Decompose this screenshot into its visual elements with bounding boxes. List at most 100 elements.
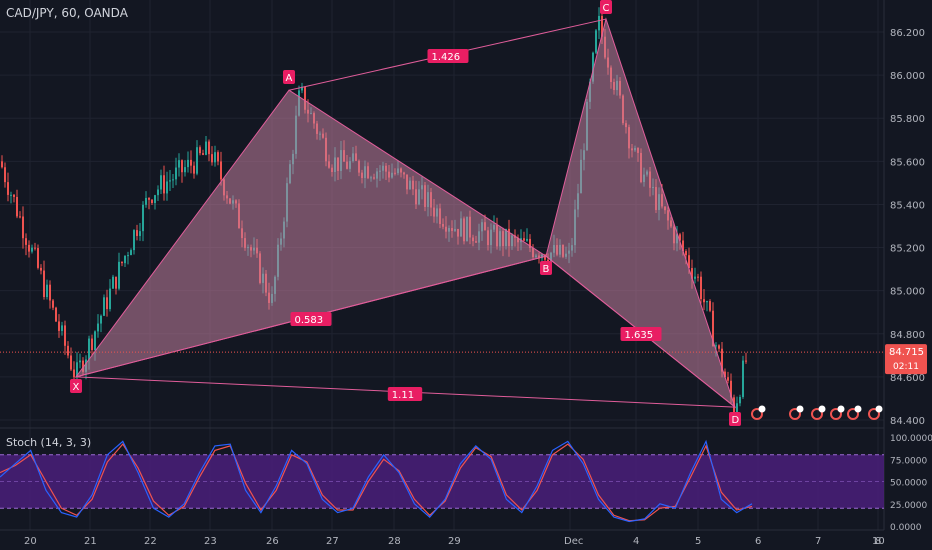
x-tick-label: 7 xyxy=(815,536,821,547)
candle-body xyxy=(64,325,66,346)
x-tick-label: 27 xyxy=(326,536,339,547)
candle-body xyxy=(142,204,144,232)
point-label: D xyxy=(732,415,740,426)
candle-body xyxy=(16,196,18,217)
candle-body xyxy=(706,301,708,303)
candle-body xyxy=(544,254,546,260)
candle-body xyxy=(715,345,717,347)
ratio-label-bg xyxy=(427,49,469,63)
indicator-title: Stoch (14, 3, 3) xyxy=(6,436,92,449)
candle-body xyxy=(61,325,63,331)
price-tag-countdown: 02:11 xyxy=(893,362,919,372)
y-tick-label: 85.000 xyxy=(890,287,925,298)
candle-body xyxy=(208,141,210,155)
ratio-label-bg xyxy=(290,312,332,326)
candle-body xyxy=(526,238,528,241)
ratio-label: 1.635 xyxy=(625,330,654,341)
ratio-label-bg xyxy=(387,387,423,401)
x-tick-label: 26 xyxy=(266,536,279,547)
candle-body xyxy=(91,338,93,351)
x-tick-label: 21 xyxy=(84,536,97,547)
candle-body xyxy=(745,360,747,362)
candle-body xyxy=(25,238,27,245)
x-tick-label: 4 xyxy=(633,536,639,547)
candle-body xyxy=(46,284,48,298)
y-tick-label: 86.200 xyxy=(890,28,925,39)
candle-body xyxy=(175,167,177,180)
event-badge-icon xyxy=(818,405,826,413)
candle-body xyxy=(148,197,150,200)
candle-body xyxy=(211,154,213,163)
candle-body xyxy=(217,152,219,162)
x-tick-label: 28 xyxy=(388,536,401,547)
point-label: A xyxy=(286,73,293,84)
candle-body xyxy=(115,276,117,289)
candle-body xyxy=(739,396,741,404)
y-tick-label: 84.600 xyxy=(890,373,925,384)
candle-body xyxy=(94,331,96,351)
y-tick-label: 84.400 xyxy=(890,416,925,427)
candle-body xyxy=(523,238,525,241)
candle-body xyxy=(136,230,138,236)
y-tick-label: 85.400 xyxy=(890,200,925,211)
x-tick-label: 10 xyxy=(872,536,885,547)
x-tick-label: 8 xyxy=(875,536,881,547)
candle-body xyxy=(703,299,705,303)
candle-body xyxy=(22,216,24,239)
stoch-d-line xyxy=(0,443,753,522)
candle-body xyxy=(730,380,732,398)
event-marker-icon xyxy=(868,408,880,420)
candle-body xyxy=(181,160,183,173)
candle-body xyxy=(34,247,36,249)
candle-body xyxy=(163,175,165,194)
candle-body xyxy=(130,250,132,256)
candle-body xyxy=(145,197,147,205)
stoch-y-tick-label: 75.0000 xyxy=(890,456,927,466)
y-tick-label: 84.800 xyxy=(890,330,925,341)
candle-body xyxy=(304,86,306,110)
candle-body xyxy=(154,195,156,204)
event-marker-icon xyxy=(847,408,859,420)
candle-body xyxy=(214,152,216,163)
candle-body xyxy=(685,251,687,256)
candle-body xyxy=(52,300,54,308)
candle-body xyxy=(184,167,186,173)
ratio-label: 1.426 xyxy=(432,52,461,63)
candle-body xyxy=(709,301,711,311)
candle-body xyxy=(73,369,75,378)
candle-body xyxy=(178,160,180,168)
candle-body xyxy=(691,268,693,279)
candle-body xyxy=(595,30,597,53)
candle-body xyxy=(58,321,60,331)
price-tag-bg xyxy=(885,344,927,375)
candle-body xyxy=(529,238,531,248)
candle-body xyxy=(712,310,714,347)
candle-body xyxy=(133,230,135,251)
point-label-bg xyxy=(729,412,741,426)
candle-body xyxy=(55,307,57,322)
event-marker-icon xyxy=(830,408,842,420)
ratio-label: 1.11 xyxy=(392,390,414,401)
candle-body xyxy=(1,161,3,168)
x-tick-label: Dec xyxy=(564,536,583,547)
candle-body xyxy=(31,247,33,252)
candle-body xyxy=(49,284,51,301)
candle-body xyxy=(700,276,702,300)
candle-body xyxy=(694,276,696,279)
candle-body xyxy=(97,323,99,332)
candle-body xyxy=(7,182,9,195)
price-tag-value: 84.715 xyxy=(889,347,924,358)
x-tick-label: 5 xyxy=(695,536,701,547)
candle-body xyxy=(697,276,699,278)
candle-body xyxy=(4,167,6,183)
event-marker-icon xyxy=(811,408,823,420)
candle-body xyxy=(19,216,21,218)
event-marker-icon xyxy=(789,408,801,420)
candle-body xyxy=(28,244,30,252)
candle-body xyxy=(160,175,162,190)
candle-body xyxy=(724,371,726,378)
candle-body xyxy=(43,270,45,298)
x-tick-label: 29 xyxy=(448,536,461,547)
